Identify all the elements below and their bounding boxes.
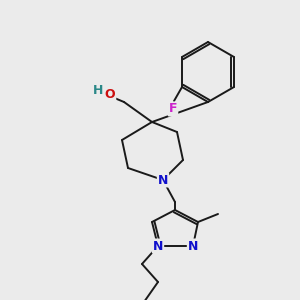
Text: N: N [153, 239, 163, 253]
Text: N: N [158, 173, 168, 187]
Text: N: N [188, 239, 198, 253]
Text: H: H [93, 83, 103, 97]
Text: F: F [169, 103, 177, 116]
Text: O: O [105, 88, 115, 101]
